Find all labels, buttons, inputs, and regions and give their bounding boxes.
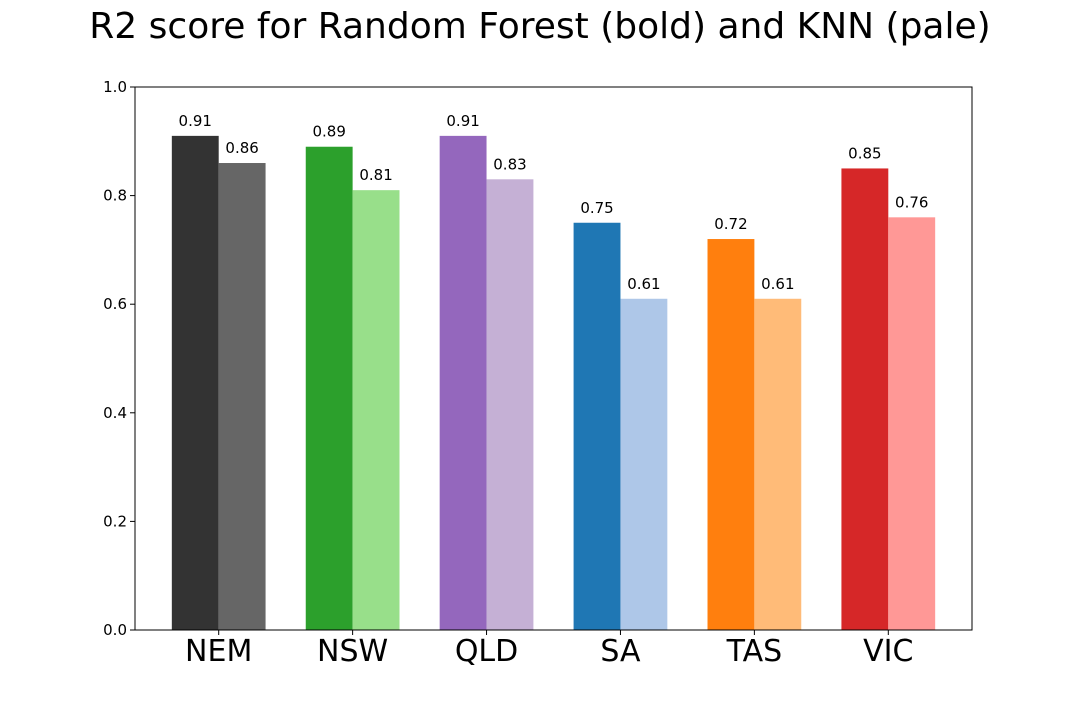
bar-qld-series-2 <box>486 179 534 630</box>
x-tick-label-vic: VIC <box>863 634 913 669</box>
data-label-sa-series-2: 0.61 <box>627 275 660 293</box>
bar-nsw-series-2 <box>352 190 400 631</box>
x-tick-label-tas: TAS <box>726 634 783 669</box>
y-tick-label: 0.6 <box>103 295 127 313</box>
data-label-vic-series-1: 0.85 <box>848 144 881 162</box>
plot-frame <box>134 86 973 631</box>
bar-sa-series-2 <box>620 298 668 630</box>
bar-tas-series-2 <box>754 298 802 630</box>
data-label-tas-series-2: 0.61 <box>761 275 794 293</box>
data-label-nem-series-1: 0.91 <box>179 112 212 130</box>
bar-vic-series-2 <box>888 217 936 630</box>
y-tick-label: 0.8 <box>103 187 127 205</box>
x-tick-label-qld: QLD <box>455 634 518 669</box>
data-label-nem-series-2: 0.86 <box>225 139 258 157</box>
data-label-vic-series-2: 0.76 <box>895 193 928 211</box>
data-label-sa-series-1: 0.75 <box>580 199 613 217</box>
bar-nem-series-1 <box>171 135 219 630</box>
y-tick-label: 1.0 <box>103 78 127 96</box>
bar-vic-series-1 <box>841 168 889 630</box>
y-tick-label: 0.0 <box>103 621 127 639</box>
data-label-nsw-series-2: 0.81 <box>359 166 392 184</box>
bar-nem-series-2 <box>218 163 266 630</box>
bars-layer <box>171 135 936 631</box>
x-tick-label-nem: NEM <box>185 634 252 669</box>
x-tick-label-sa: SA <box>600 634 641 669</box>
bar-tas-series-1 <box>707 239 755 631</box>
bar-nsw-series-1 <box>305 146 353 631</box>
bar-qld-series-1 <box>439 135 487 630</box>
y-tick-label: 0.4 <box>103 404 127 422</box>
data-labels-layer: 0.91 0.86 0.89 0.81 0.91 0.83 0.75 0.61 0.72 0.61… <box>179 112 929 293</box>
data-label-qld-series-2: 0.83 <box>493 155 526 173</box>
y-tick-label: 0.2 <box>103 512 127 530</box>
bar-sa-series-1 <box>573 222 621 630</box>
x-tick-label-nsw: NSW <box>317 634 388 669</box>
data-label-qld-series-1: 0.91 <box>446 112 479 130</box>
data-label-nsw-series-1: 0.89 <box>312 123 345 141</box>
data-label-tas-series-1: 0.72 <box>714 215 747 233</box>
axes-layer: 0.0 0.2 0.4 0.6 0.8 1.0 NEM NSW QLD SA TAS VIC <box>103 78 973 669</box>
chart-title: R2 score for Random Forest (bold) and KN… <box>89 6 991 47</box>
